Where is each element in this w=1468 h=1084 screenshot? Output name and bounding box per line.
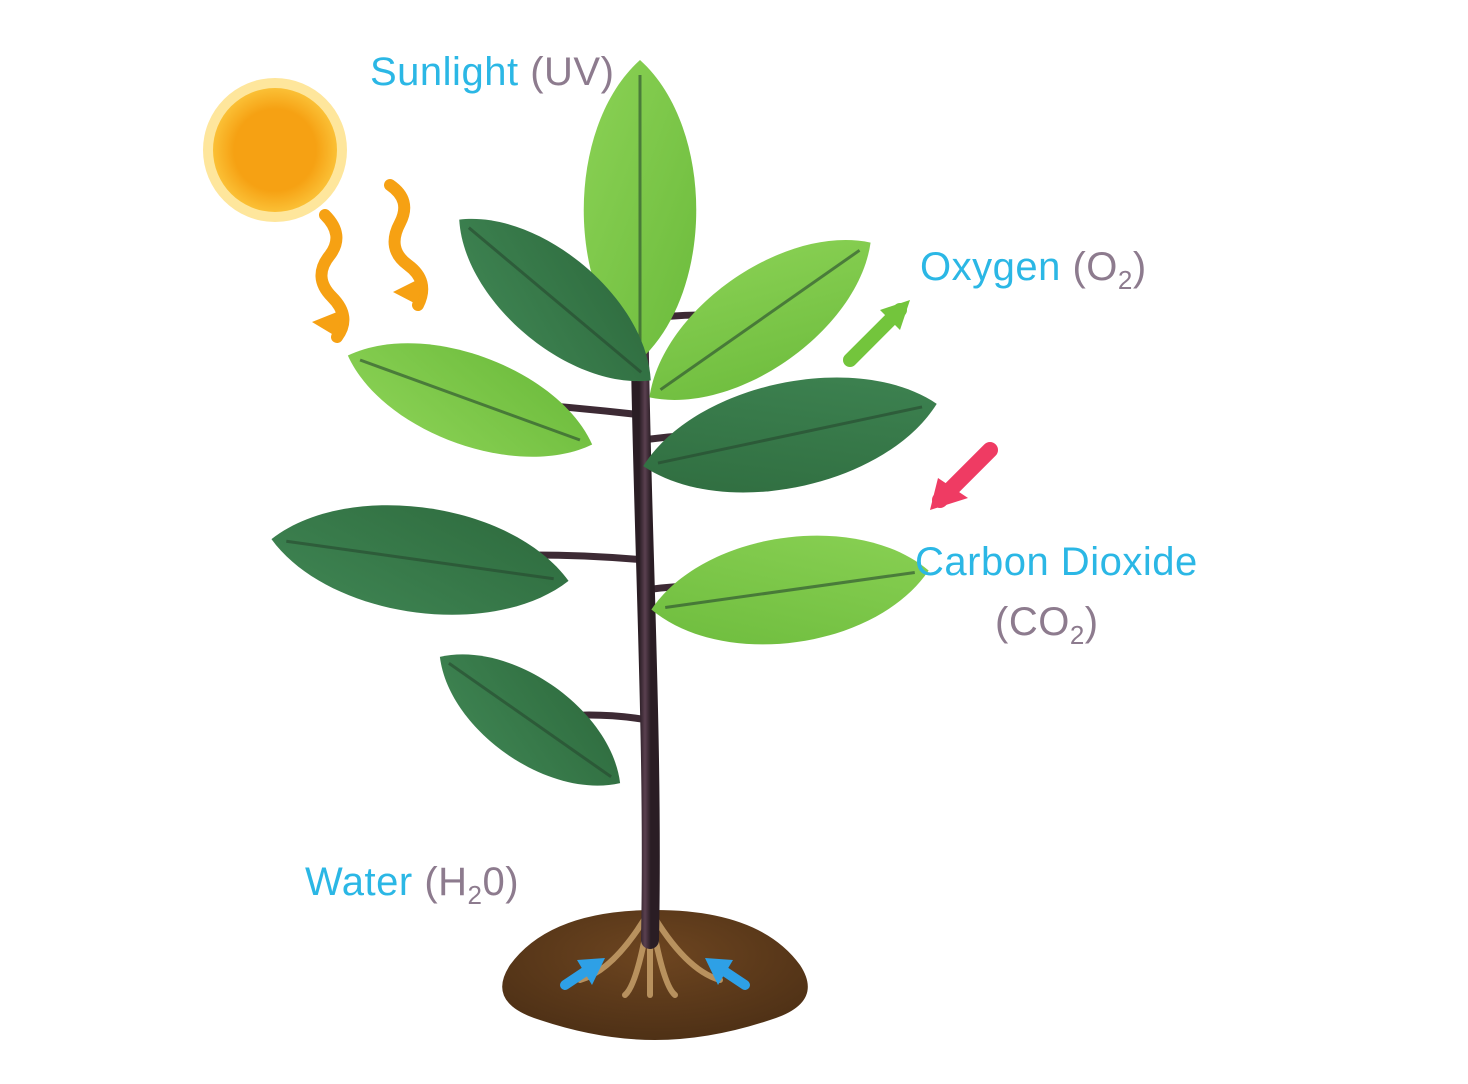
label-carbon-dioxide-formula: (CO2) bbox=[995, 600, 1099, 651]
photosynthesis-diagram: Sunlight (UV) Oxygen (O2) Carbon Dioxide… bbox=[0, 0, 1468, 1084]
label-water-main: Water bbox=[305, 860, 413, 904]
scene-svg bbox=[0, 0, 1468, 1084]
label-oxygen-main: Oxygen bbox=[920, 245, 1061, 289]
label-co2-sub: (CO2) bbox=[995, 600, 1099, 644]
label-co2-main: Carbon Dioxide bbox=[915, 540, 1198, 584]
carbon-dioxide-arrow bbox=[930, 450, 990, 510]
label-sunlight-sub: (UV) bbox=[530, 50, 614, 94]
label-water: Water (H20) bbox=[305, 860, 519, 911]
plant-leaves bbox=[264, 60, 947, 817]
oxygen-arrow bbox=[850, 300, 910, 360]
label-sunlight-main: Sunlight bbox=[370, 50, 519, 94]
label-sunlight: Sunlight (UV) bbox=[370, 50, 614, 95]
sun-icon bbox=[203, 78, 347, 222]
label-oxygen: Oxygen (O2) bbox=[920, 245, 1147, 296]
sunlight-rays bbox=[312, 185, 422, 337]
label-oxygen-sub: (O2) bbox=[1072, 245, 1146, 289]
label-carbon-dioxide: Carbon Dioxide bbox=[915, 540, 1198, 585]
label-water-sub: (H20) bbox=[424, 860, 519, 904]
